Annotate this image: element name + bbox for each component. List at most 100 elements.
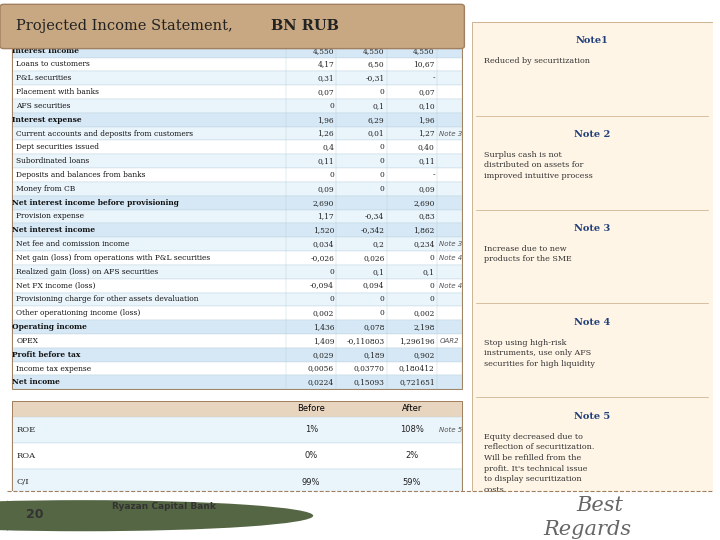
- Text: Stop using high-risk
instruments, use only AFS
securities for high liquidity: Stop using high-risk instruments, use on…: [484, 339, 595, 368]
- Text: Subordinated loans: Subordinated loans: [17, 157, 89, 165]
- Text: 0: 0: [329, 102, 334, 110]
- Text: 0,83: 0,83: [418, 213, 435, 220]
- Text: 0,40: 0,40: [418, 144, 435, 151]
- Text: 1,26: 1,26: [318, 130, 334, 138]
- Text: 1,409: 1,409: [312, 337, 334, 345]
- Text: -0,094: -0,094: [310, 281, 334, 289]
- Bar: [12, 28, 462, 44]
- Text: Ryazan Capital Bank: Ryazan Capital Bank: [112, 502, 215, 511]
- Circle shape: [0, 500, 313, 531]
- Bar: [12, 469, 462, 495]
- Text: 1,96: 1,96: [418, 116, 435, 124]
- Text: 0: 0: [379, 171, 384, 179]
- Bar: [12, 58, 462, 71]
- Text: 0,002: 0,002: [413, 309, 435, 317]
- Text: 1%: 1%: [305, 426, 318, 434]
- Text: Regards: Regards: [544, 520, 631, 539]
- Bar: [12, 443, 462, 469]
- Text: Projected Income Statement,: Projected Income Statement,: [16, 19, 237, 33]
- Bar: [12, 168, 462, 182]
- Text: 4,550: 4,550: [413, 46, 435, 55]
- Text: 0: 0: [379, 295, 384, 303]
- Text: 0,902: 0,902: [413, 350, 435, 359]
- Text: 0,094: 0,094: [363, 281, 384, 289]
- Text: 0: 0: [329, 268, 334, 276]
- Bar: [12, 224, 462, 237]
- Text: Note 3: Note 3: [439, 241, 462, 247]
- Text: 0,0224: 0,0224: [308, 379, 334, 386]
- Text: 0,026: 0,026: [363, 254, 384, 262]
- Text: 1,436: 1,436: [312, 323, 334, 331]
- Text: 1,296196: 1,296196: [399, 337, 435, 345]
- Text: 0%: 0%: [305, 451, 318, 461]
- Text: 0,09: 0,09: [318, 185, 334, 193]
- Text: 2012: 2012: [300, 31, 323, 40]
- Bar: [12, 154, 462, 168]
- Text: Note 5: Note 5: [439, 427, 462, 433]
- Text: 1,96: 1,96: [318, 116, 334, 124]
- Bar: [12, 348, 462, 362]
- Text: 2,198: 2,198: [413, 323, 435, 331]
- Text: OPEX: OPEX: [17, 337, 38, 345]
- Text: -: -: [432, 75, 435, 82]
- Bar: [12, 251, 462, 265]
- Text: Note1: Note1: [576, 36, 608, 45]
- Text: 20: 20: [26, 508, 43, 521]
- Text: 2,690: 2,690: [413, 199, 435, 207]
- Text: Profit before tax: Profit before tax: [12, 350, 80, 359]
- Text: Reduced by securitization: Reduced by securitization: [484, 57, 590, 65]
- Text: 0,10: 0,10: [418, 102, 435, 110]
- Text: 99%: 99%: [302, 478, 320, 487]
- Text: Net fee and comission income: Net fee and comission income: [17, 240, 130, 248]
- Text: 59%: 59%: [402, 478, 421, 487]
- Bar: [12, 196, 462, 210]
- Text: Income tax expense: Income tax expense: [17, 364, 91, 373]
- Text: 0,078: 0,078: [363, 323, 384, 331]
- Text: 10,67: 10,67: [413, 60, 435, 69]
- Polygon shape: [7, 500, 19, 531]
- Text: 0: 0: [379, 309, 384, 317]
- Text: Net interest income: Net interest income: [12, 226, 95, 234]
- Text: 0: 0: [430, 254, 435, 262]
- Text: -: -: [432, 171, 435, 179]
- Text: 4,550: 4,550: [363, 46, 384, 55]
- Text: Realized gain (loss) on AFS securities: Realized gain (loss) on AFS securities: [17, 268, 158, 276]
- Text: 0: 0: [379, 88, 384, 96]
- Text: 0,11: 0,11: [318, 157, 334, 165]
- Text: 0,2: 0,2: [372, 240, 384, 248]
- Text: 1,17: 1,17: [318, 213, 334, 220]
- Text: -0,34: -0,34: [365, 213, 384, 220]
- Text: 1,520: 1,520: [312, 226, 334, 234]
- Text: 0,721651: 0,721651: [399, 379, 435, 386]
- Text: 0,01: 0,01: [368, 130, 384, 138]
- Text: Net interest income before provisioning: Net interest income before provisioning: [12, 199, 179, 207]
- Text: 0,034: 0,034: [312, 240, 334, 248]
- Text: 6,50: 6,50: [368, 60, 384, 69]
- Text: 0: 0: [329, 295, 334, 303]
- Text: Net income: Net income: [12, 379, 60, 386]
- Bar: [12, 279, 462, 293]
- Bar: [12, 85, 462, 99]
- Text: 0: 0: [329, 171, 334, 179]
- Text: 1,862: 1,862: [413, 226, 435, 234]
- Text: Before: Before: [297, 404, 325, 414]
- Text: 0,15093: 0,15093: [354, 379, 384, 386]
- Text: After: After: [402, 404, 422, 414]
- Text: Equity decreased due to
reflection of securitization.
Will be refilled from the
: Equity decreased due to reflection of se…: [484, 433, 594, 494]
- Text: 6,29: 6,29: [368, 116, 384, 124]
- Text: 4,550: 4,550: [312, 46, 334, 55]
- Bar: [12, 334, 462, 348]
- Text: 1,27: 1,27: [418, 130, 435, 138]
- Bar: [12, 113, 462, 127]
- Bar: [12, 28, 462, 389]
- Bar: [12, 71, 462, 85]
- Text: Note 4: Note 4: [574, 318, 611, 327]
- Text: Interest Income: Interest Income: [12, 46, 78, 55]
- Text: 0,180412: 0,180412: [399, 364, 435, 373]
- Text: Current accounts and deposits from customers: Current accounts and deposits from custo…: [17, 130, 194, 138]
- Text: 0,234: 0,234: [413, 240, 435, 248]
- Text: 0: 0: [430, 281, 435, 289]
- Text: Note 4: Note 4: [439, 282, 462, 288]
- Text: 0,1: 0,1: [423, 268, 435, 276]
- Text: -0,026: -0,026: [310, 254, 334, 262]
